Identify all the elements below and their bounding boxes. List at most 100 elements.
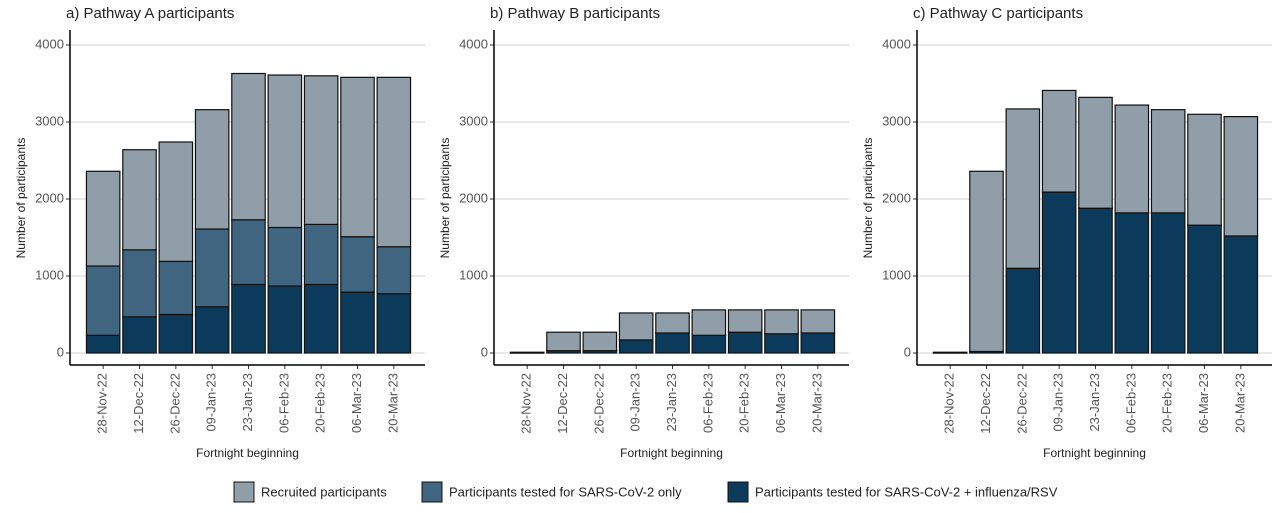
bar-segment xyxy=(304,76,337,225)
bar-segment xyxy=(341,77,374,236)
bar-segment xyxy=(728,310,761,332)
bar-segment xyxy=(304,284,337,353)
bar-segment xyxy=(1224,236,1257,353)
bar-segment xyxy=(970,171,1003,351)
bar-segment xyxy=(86,335,119,353)
y-tick-label: 4000 xyxy=(882,36,911,51)
bar-segment xyxy=(232,220,265,285)
bar-segment xyxy=(195,110,228,229)
y-tick-label: 3000 xyxy=(459,113,488,128)
bar-segment xyxy=(86,266,119,335)
bar-segment xyxy=(765,334,798,353)
bar-segment xyxy=(801,333,834,353)
y-tick-label: 1000 xyxy=(459,267,488,282)
bar-segment xyxy=(765,310,798,334)
x-tick-label: 06-Mar-23 xyxy=(349,373,364,433)
bar-segment xyxy=(159,142,192,261)
bar-segment xyxy=(195,229,228,307)
x-tick-label: 28-Nov-22 xyxy=(942,373,957,434)
bar-segment xyxy=(1115,213,1148,353)
bar-segment xyxy=(1115,105,1148,213)
x-axis-label: Fortnight beginning xyxy=(620,446,723,460)
x-tick-label: 06-Feb-23 xyxy=(276,373,291,433)
bar-segment xyxy=(304,224,337,284)
x-tick-label: 06-Mar-23 xyxy=(1196,373,1211,433)
y-tick-label: 2000 xyxy=(35,190,64,205)
y-tick-label: 1000 xyxy=(35,267,64,282)
x-tick-label: 20-Feb-23 xyxy=(313,373,328,433)
bar-segment xyxy=(1079,97,1112,208)
x-tick-label: 12-Dec-22 xyxy=(555,373,570,434)
legend-label: Participants tested for SARS-CoV-2 only xyxy=(449,484,682,499)
y-tick-label: 3000 xyxy=(882,113,911,128)
bar-segment xyxy=(341,237,374,292)
x-tick-label: 28-Nov-22 xyxy=(95,373,110,434)
x-tick-label: 09-Jan-23 xyxy=(1051,373,1066,432)
x-axis-label: Fortnight beginning xyxy=(1043,446,1146,460)
y-axis-label: Number of participants xyxy=(438,138,452,259)
bar-segment xyxy=(268,286,301,353)
bar-segment xyxy=(377,77,410,246)
y-tick-label: 1000 xyxy=(882,267,911,282)
bar-segment xyxy=(232,73,265,219)
bar-segment xyxy=(159,315,192,354)
bar-segment xyxy=(692,335,725,353)
panel-title: a) Pathway A participants xyxy=(66,5,234,22)
bar-segment xyxy=(656,313,689,333)
legend-label: Recruited participants xyxy=(261,484,387,499)
legend-swatch xyxy=(422,482,442,502)
bar-segment xyxy=(1224,117,1257,236)
legend-swatch xyxy=(234,482,254,502)
x-axis-label: Fortnight beginning xyxy=(196,446,299,460)
panel-title: c) Pathway C participants xyxy=(913,5,1083,22)
bar-segment xyxy=(547,332,580,350)
x-tick-label: 28-Nov-22 xyxy=(519,373,534,434)
bar-segment xyxy=(1006,268,1039,353)
y-tick-label: 2000 xyxy=(882,190,911,205)
x-tick-label: 26-Dec-22 xyxy=(591,373,606,434)
bar-segment xyxy=(1188,225,1221,353)
bar-segment xyxy=(933,352,966,353)
x-tick-label: 12-Dec-22 xyxy=(131,373,146,434)
panel-title: b) Pathway B participants xyxy=(490,5,660,22)
x-tick-label: 06-Feb-23 xyxy=(700,373,715,433)
y-tick-label: 3000 xyxy=(35,113,64,128)
x-tick-label: 06-Feb-23 xyxy=(1123,373,1138,433)
bar-segment xyxy=(159,261,192,314)
y-axis-label: Number of participants xyxy=(861,138,875,259)
x-tick-label: 26-Dec-22 xyxy=(1014,373,1029,434)
bar-segment xyxy=(341,292,374,353)
bar-segment xyxy=(123,317,156,353)
y-tick-label: 4000 xyxy=(35,36,64,51)
bar-segment xyxy=(268,75,301,227)
x-tick-label: 06-Mar-23 xyxy=(773,373,788,433)
y-tick-label: 0 xyxy=(57,344,64,359)
x-tick-label: 09-Jan-23 xyxy=(628,373,643,432)
bar-segment xyxy=(1042,192,1075,353)
x-tick-label: 23-Jan-23 xyxy=(664,373,679,432)
bar-segment xyxy=(619,313,652,340)
x-tick-label: 20-Mar-23 xyxy=(809,373,824,433)
bar-segment xyxy=(1188,114,1221,225)
bar-segment xyxy=(692,310,725,335)
bar-segment xyxy=(1151,213,1184,353)
x-tick-label: 23-Jan-23 xyxy=(240,373,255,432)
y-tick-label: 0 xyxy=(904,344,911,359)
bar-segment xyxy=(728,332,761,353)
bar-segment xyxy=(1079,208,1112,353)
y-tick-label: 0 xyxy=(481,344,488,359)
bar-segment xyxy=(583,332,616,350)
bar-segment xyxy=(377,294,410,353)
y-axis-label: Number of participants xyxy=(14,138,28,259)
bar-segment xyxy=(656,333,689,353)
bar-segment xyxy=(123,150,156,250)
bar-segment xyxy=(1151,110,1184,213)
bar-segment xyxy=(801,310,834,333)
bar-segment xyxy=(232,284,265,353)
x-tick-label: 23-Jan-23 xyxy=(1087,373,1102,432)
x-tick-label: 26-Dec-22 xyxy=(167,373,182,434)
x-tick-label: 20-Feb-23 xyxy=(1160,373,1175,433)
bar-segment xyxy=(510,352,543,353)
bar-segment xyxy=(1006,109,1039,268)
